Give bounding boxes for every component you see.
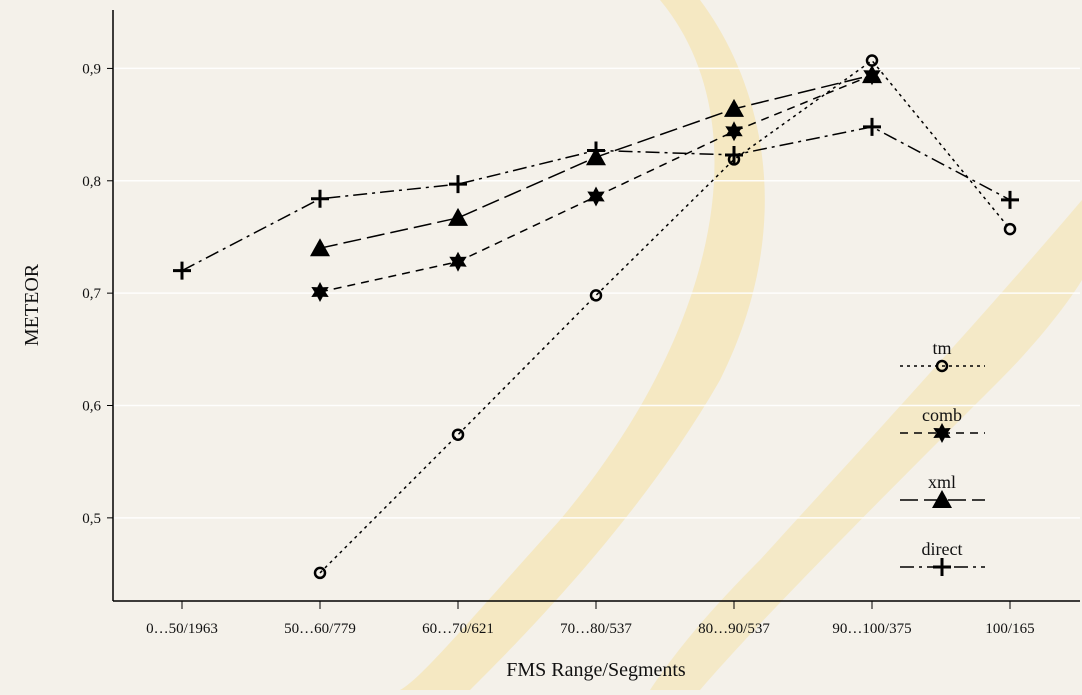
marker <box>449 175 467 194</box>
legend-marker <box>935 359 949 373</box>
marker <box>449 251 467 272</box>
x-axis-title: FMS Range/Segments <box>506 659 686 681</box>
y-tick-label: 0,8 <box>82 174 101 190</box>
x-tick-label: 70…80/537 <box>560 621 632 637</box>
marker <box>173 261 191 280</box>
x-tick-label: 0…50/1963 <box>146 621 218 637</box>
series <box>310 65 882 257</box>
legend-label: xml <box>928 472 956 492</box>
legend-marker <box>932 490 952 508</box>
marker <box>863 117 881 136</box>
marker <box>724 98 744 117</box>
y-tick-label: 0,6 <box>82 398 101 414</box>
marker <box>313 566 327 580</box>
x-tick-label: 60…70/621 <box>422 621 494 637</box>
marker <box>725 145 743 164</box>
marker <box>587 141 605 160</box>
legend-marker <box>933 558 951 576</box>
legend-label: comb <box>922 405 962 425</box>
marker <box>1003 222 1017 236</box>
y-tick-label: 0,5 <box>82 511 101 527</box>
marker <box>589 289 603 302</box>
series-line <box>319 59 1011 574</box>
y-axis-title: METEOR <box>21 263 43 346</box>
marker <box>587 186 605 207</box>
marker <box>1001 190 1019 209</box>
x-tick-label: 90…100/375 <box>832 621 911 637</box>
legend-label: direct <box>922 539 963 559</box>
marker <box>865 54 879 67</box>
x-tick-label: 100/165 <box>985 621 1034 637</box>
marker <box>311 282 329 302</box>
marker <box>862 65 882 84</box>
legend-marker <box>933 423 951 443</box>
series-line <box>319 74 873 293</box>
y-tick-label: 0,9 <box>82 61 101 77</box>
marker <box>451 428 465 441</box>
series <box>311 65 881 302</box>
series <box>173 117 1019 280</box>
legend-label: tm <box>932 338 951 358</box>
marker <box>310 238 330 257</box>
marker <box>448 207 468 226</box>
background-decoration <box>400 0 1082 690</box>
marker <box>311 189 329 208</box>
x-tick-label: 80…90/537 <box>698 621 770 637</box>
y-tick-label: 0,7 <box>82 286 101 302</box>
marker <box>725 121 743 142</box>
x-tick-label: 50…60/779 <box>284 621 356 637</box>
